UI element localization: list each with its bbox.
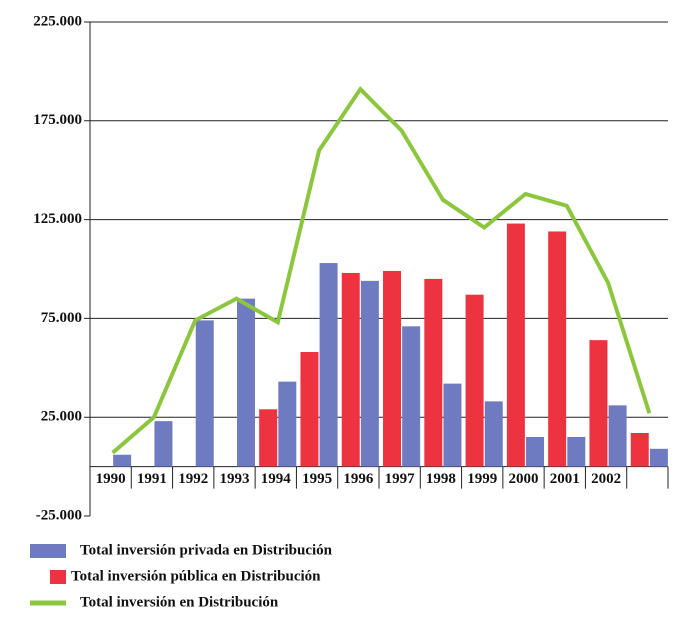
bar <box>402 326 421 467</box>
x-tick-label: 1990 <box>96 471 126 487</box>
y-tick-label: 225.000 <box>33 13 82 29</box>
bar <box>154 421 173 467</box>
bar <box>278 381 297 467</box>
y-tick-label: -25.000 <box>36 507 82 523</box>
x-tick-label: 1997 <box>385 471 416 487</box>
y-tick-label: 75.000 <box>41 310 82 326</box>
bar <box>567 436 586 467</box>
bar <box>319 263 338 467</box>
x-tick-label: 1999 <box>467 471 497 487</box>
x-tick-label: 1998 <box>426 471 456 487</box>
bar <box>526 436 545 467</box>
bar <box>424 278 443 467</box>
y-tick-label: 125.000 <box>33 211 82 227</box>
legend-swatch <box>30 544 66 558</box>
y-tick-label: 175.000 <box>33 112 82 128</box>
legend-label: Total inversión en Distribución <box>80 594 279 610</box>
x-tick-label: 2000 <box>509 471 539 487</box>
bar <box>506 223 525 467</box>
bar <box>259 409 278 467</box>
bar <box>237 298 256 467</box>
legend-swatch <box>50 570 66 584</box>
bar <box>195 320 214 467</box>
x-tick-label: 1992 <box>178 471 208 487</box>
x-tick-label: 2001 <box>550 471 580 487</box>
legend-label: Total inversión pública en Distribución <box>71 568 321 584</box>
bar <box>341 272 360 467</box>
bar <box>113 454 132 467</box>
bar <box>465 294 484 467</box>
bar <box>300 351 319 467</box>
bar <box>443 383 462 467</box>
bar <box>649 448 668 467</box>
x-tick-label: 1991 <box>137 471 167 487</box>
x-tick-label: 1994 <box>261 471 292 487</box>
x-tick-label: 1995 <box>302 471 332 487</box>
bar <box>383 270 402 467</box>
x-tick-label: 1993 <box>220 471 250 487</box>
bar <box>608 405 627 467</box>
bar <box>548 231 567 467</box>
bar <box>360 280 379 467</box>
x-tick-label: 1996 <box>343 471 374 487</box>
bar <box>630 433 649 467</box>
legend-label: Total inversión privada en Distribución <box>80 542 333 558</box>
y-tick-label: 25.000 <box>41 409 82 425</box>
bar <box>589 340 608 467</box>
x-tick-label: 2002 <box>591 471 621 487</box>
line <box>111 86 652 455</box>
bar <box>484 401 503 467</box>
